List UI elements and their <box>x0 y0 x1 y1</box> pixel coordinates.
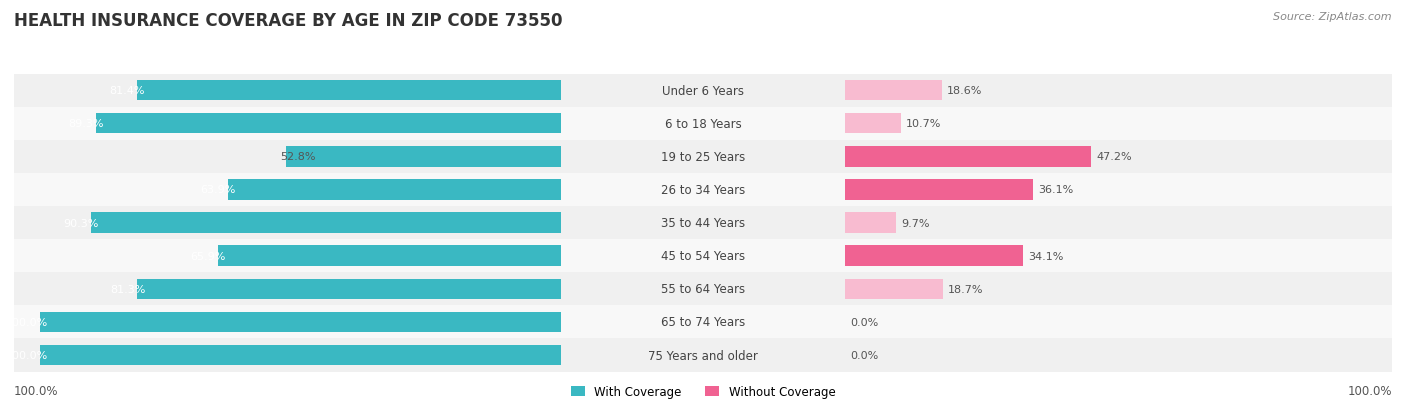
Text: 100.0%: 100.0% <box>14 384 59 397</box>
Bar <box>41 312 561 332</box>
Bar <box>14 74 561 107</box>
Bar <box>845 306 1392 339</box>
Bar <box>218 246 561 266</box>
Bar <box>14 206 561 240</box>
Bar <box>845 180 1033 200</box>
Text: 75 Years and older: 75 Years and older <box>648 349 758 362</box>
Text: HEALTH INSURANCE COVERAGE BY AGE IN ZIP CODE 73550: HEALTH INSURANCE COVERAGE BY AGE IN ZIP … <box>14 12 562 30</box>
Bar <box>845 273 1392 306</box>
Bar <box>96 114 561 134</box>
Bar <box>14 140 561 173</box>
Bar <box>14 339 561 372</box>
Text: 90.3%: 90.3% <box>63 218 98 228</box>
Text: 55 to 64 Years: 55 to 64 Years <box>661 282 745 296</box>
Text: 36.1%: 36.1% <box>1039 185 1074 195</box>
Bar <box>845 74 1392 107</box>
Text: 9.7%: 9.7% <box>901 218 929 228</box>
Bar <box>14 107 561 140</box>
Bar <box>90 213 561 233</box>
Bar <box>14 306 561 339</box>
Bar <box>561 273 845 306</box>
Bar <box>845 339 1392 372</box>
Text: 0.0%: 0.0% <box>851 317 879 327</box>
Bar <box>561 173 845 206</box>
Text: 26 to 34 Years: 26 to 34 Years <box>661 183 745 197</box>
Bar <box>14 273 561 306</box>
Bar <box>845 147 1091 167</box>
Text: 34.1%: 34.1% <box>1028 251 1063 261</box>
Text: 65 to 74 Years: 65 to 74 Years <box>661 316 745 329</box>
Text: 100.0%: 100.0% <box>1347 384 1392 397</box>
Bar <box>41 345 561 366</box>
Bar <box>845 114 901 134</box>
Bar <box>561 339 845 372</box>
Text: Under 6 Years: Under 6 Years <box>662 84 744 97</box>
Text: 81.4%: 81.4% <box>110 86 145 96</box>
Bar <box>845 240 1392 273</box>
Bar <box>561 74 845 107</box>
Text: 19 to 25 Years: 19 to 25 Years <box>661 150 745 164</box>
Bar <box>228 180 561 200</box>
Legend: With Coverage, Without Coverage: With Coverage, Without Coverage <box>565 381 841 403</box>
Text: 6 to 18 Years: 6 to 18 Years <box>665 117 741 131</box>
Bar <box>845 279 942 299</box>
Bar <box>138 279 561 299</box>
Text: 65.9%: 65.9% <box>190 251 225 261</box>
Text: 0.0%: 0.0% <box>851 350 879 360</box>
Bar <box>845 81 942 101</box>
Text: 81.3%: 81.3% <box>110 284 145 294</box>
Bar <box>561 240 845 273</box>
Bar <box>136 81 561 101</box>
Text: 52.8%: 52.8% <box>281 152 316 162</box>
Text: 100.0%: 100.0% <box>6 317 48 327</box>
Bar <box>845 213 896 233</box>
Bar <box>845 140 1392 173</box>
Bar <box>845 206 1392 240</box>
Bar <box>845 107 1392 140</box>
Bar <box>285 147 561 167</box>
Bar <box>845 246 1022 266</box>
Text: 47.2%: 47.2% <box>1097 152 1132 162</box>
Text: 18.7%: 18.7% <box>948 284 983 294</box>
Text: 63.9%: 63.9% <box>201 185 236 195</box>
Text: 18.6%: 18.6% <box>948 86 983 96</box>
Text: 100.0%: 100.0% <box>6 350 48 360</box>
Bar <box>561 306 845 339</box>
Bar <box>561 107 845 140</box>
Text: 89.3%: 89.3% <box>67 119 104 129</box>
Text: Source: ZipAtlas.com: Source: ZipAtlas.com <box>1274 12 1392 22</box>
Text: 35 to 44 Years: 35 to 44 Years <box>661 216 745 230</box>
Bar <box>561 140 845 173</box>
Text: 10.7%: 10.7% <box>905 119 942 129</box>
Text: 45 to 54 Years: 45 to 54 Years <box>661 249 745 263</box>
Bar <box>561 206 845 240</box>
Bar <box>14 173 561 206</box>
Bar <box>845 173 1392 206</box>
Bar <box>14 240 561 273</box>
